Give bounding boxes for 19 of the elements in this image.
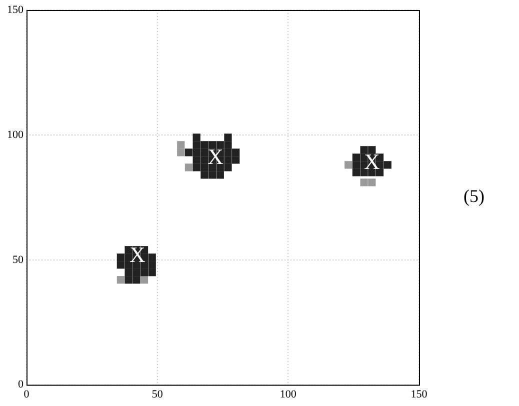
x-tick-label: 150 [410, 388, 428, 400]
y-tick-label: 50 [12, 254, 24, 266]
point [140, 276, 148, 284]
x-tick-label: 100 [280, 388, 297, 400]
annotation: X [364, 148, 380, 174]
annotation: X [130, 242, 146, 268]
point [184, 164, 193, 172]
text: (5) [464, 186, 484, 206]
annotation: X [207, 144, 224, 169]
y-tick-label: 100 [7, 128, 24, 141]
point [177, 141, 185, 149]
point [116, 276, 125, 284]
point [368, 178, 376, 186]
point [360, 178, 368, 186]
x-tick-label: 50 [152, 388, 164, 400]
point [344, 161, 352, 169]
point [177, 148, 185, 156]
y-tick-label: 0 [18, 378, 24, 391]
y-tick-label: 150 [7, 4, 24, 16]
